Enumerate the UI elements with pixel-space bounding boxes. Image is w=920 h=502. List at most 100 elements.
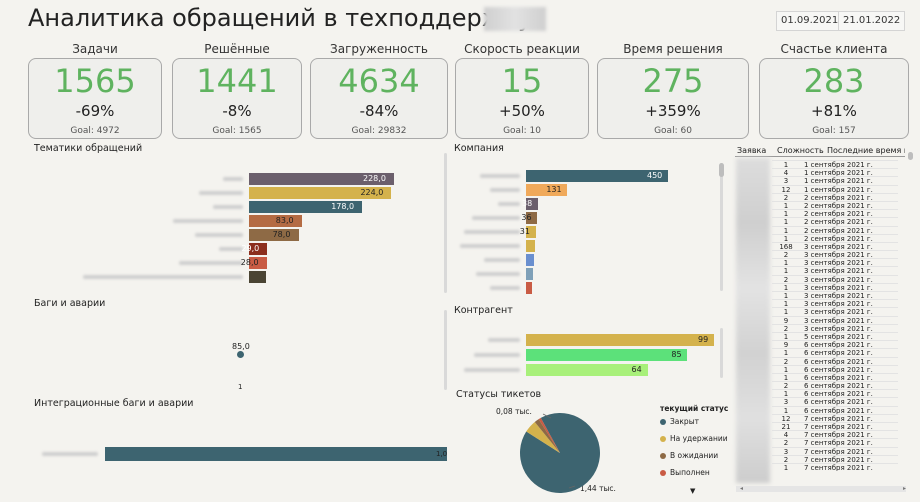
table-row[interactable]: 1 5 сентября 2021 г. (772, 331, 898, 341)
pie-slice[interactable] (534, 419, 560, 453)
table-row[interactable]: 2 7 сентября 2021 г. (772, 438, 898, 447)
counterparty-bar[interactable] (526, 364, 648, 376)
table-row[interactable]: 2 3 сентября 2021 г. (772, 323, 898, 333)
table-row[interactable]: 1 2 сентября 2021 г. (772, 225, 898, 235)
company-bar[interactable] (526, 184, 568, 196)
table-cell-complexity: 1 (783, 283, 789, 292)
table-row[interactable]: 2 3 сентября 2021 г. (772, 250, 898, 259)
table-row[interactable]: 1 3 сентября 2021 г. (772, 291, 898, 300)
table-row[interactable]: 4 1 сентября 2021 г. (772, 168, 898, 177)
bugs-data-point[interactable] (237, 351, 244, 358)
company-scrollbar[interactable] (720, 163, 723, 291)
table-row[interactable]: 1 3 сентября 2021 г. (772, 266, 898, 275)
topics-bar-label: 228,0 (363, 174, 386, 183)
table-row[interactable]: 3 7 сентября 2021 г. (772, 446, 898, 456)
table-row[interactable]: 1 2 сентября 2021 г. (772, 217, 898, 227)
table-row[interactable]: 2 3 сентября 2021 г. (772, 274, 898, 284)
company-scroll-thumb[interactable] (719, 163, 724, 177)
pie-slice[interactable] (526, 421, 560, 453)
table-header-last-time[interactable]: Последние время п (827, 146, 905, 155)
table-header-complexity[interactable]: Сложность (777, 146, 824, 155)
legend-more-icon[interactable]: ▼ (690, 487, 696, 495)
kpi-card[interactable]: 15 +50% Goal: 10 (455, 58, 589, 139)
company-bar[interactable] (526, 212, 538, 224)
counterparty-bar[interactable] (526, 349, 688, 361)
kpi-goal: Goal: 60 (654, 126, 692, 136)
table-row[interactable]: 1 3 сентября 2021 г. (772, 299, 898, 308)
company-bar[interactable] (526, 240, 536, 252)
table-cell-complexity: 1 (783, 365, 789, 374)
topics-category-label (199, 191, 243, 195)
table-row[interactable]: 1 6 сентября 2021 г. (772, 364, 898, 374)
table-scroll-thumb[interactable] (908, 152, 913, 160)
kpi-card[interactable]: 275 +359% Goal: 60 (597, 58, 749, 139)
table-row[interactable]: 1 2 сентября 2021 г. (772, 209, 898, 218)
table-hscroll-arrows[interactable]: ◂ ▸ (740, 485, 906, 492)
company-bar[interactable] (526, 170, 668, 182)
company-bar[interactable] (526, 282, 533, 294)
topics-scrollbar[interactable] (444, 153, 447, 293)
table-header-ticket[interactable]: Заявка (737, 146, 767, 155)
topics-bar[interactable] (249, 201, 363, 213)
kpi-card[interactable]: 1441 -8% Goal: 1565 (172, 58, 302, 139)
table-row[interactable]: 1 2 сентября 2021 г. (772, 233, 898, 243)
table-row[interactable]: 1 6 сентября 2021 г. (772, 389, 898, 398)
counterparty-scrollbar[interactable] (720, 328, 723, 378)
kpi-card[interactable]: 283 +81% Goal: 157 (759, 58, 909, 139)
kpi-goal: Goal: 1565 (212, 126, 262, 136)
date-to-field[interactable]: 21.01.2022 (838, 11, 906, 31)
table-row[interactable]: 9 3 сентября 2021 г. (772, 315, 898, 325)
table-cell-date: 6 сентября 2021 г. (804, 373, 873, 382)
table-row[interactable]: 21 7 сентября 2021 г. (772, 422, 898, 431)
date-from-field[interactable]: 01.09.2021 (776, 11, 844, 31)
counterparty-bar[interactable] (526, 334, 714, 346)
table-cell-complexity: 1 (783, 218, 789, 227)
table-row[interactable]: 2 6 сентября 2021 г. (772, 381, 898, 390)
table-cell-date: 3 сентября 2021 г. (804, 316, 873, 325)
legend-item[interactable]: Выполнен (660, 464, 728, 481)
legend-item[interactable]: Закрыт (660, 413, 728, 430)
table-row[interactable]: 1 3 сентября 2021 г. (772, 307, 898, 316)
pie-leader-small (542, 413, 552, 419)
legend-item[interactable]: На удержании (660, 430, 728, 447)
kpi-card[interactable]: 1565 -69% Goal: 4972 (28, 58, 162, 139)
table-row[interactable]: 4 7 сентября 2021 г. (772, 430, 898, 439)
table-row[interactable]: 2 6 сентября 2021 г. (772, 356, 898, 366)
legend-item[interactable]: В ожидании (660, 447, 728, 464)
table-row[interactable]: 3 6 сентября 2021 г. (772, 397, 898, 406)
table-row[interactable]: 2 2 сентября 2021 г. (772, 192, 898, 202)
legend-dot (660, 469, 666, 476)
table-row[interactable]: 1 2 сентября 2021 г. (772, 200, 898, 210)
table-row[interactable]: 1 3 сентября 2021 г. (772, 282, 898, 292)
table-row[interactable]: 12 1 сентября 2021 г. (772, 184, 898, 194)
table-row[interactable]: 1 6 сентября 2021 г. (772, 348, 898, 357)
company-bar[interactable] (526, 198, 538, 210)
pie-slice[interactable] (538, 417, 560, 453)
kpi-card[interactable]: 4634 -84% Goal: 29832 (310, 58, 448, 139)
table-horizontal-scrollbar[interactable] (736, 486, 906, 492)
kpi-value: 275 (642, 62, 704, 100)
bugs-scrollbar[interactable] (444, 310, 447, 390)
topics-bar[interactable] (249, 257, 267, 269)
table-row[interactable]: 1 7 сентября 2021 г. (772, 462, 898, 471)
topics-bar[interactable] (249, 243, 268, 255)
table-row[interactable]: 2 7 сентября 2021 г. (772, 454, 898, 464)
table-row[interactable]: 168 3 сентября 2021 г. (772, 241, 898, 251)
table-row[interactable]: 3 1 сентября 2021 г. (772, 176, 898, 185)
table-row[interactable]: 9 6 сентября 2021 г. (772, 340, 898, 349)
integration-bar[interactable] (105, 447, 447, 461)
company-bar[interactable] (526, 226, 536, 238)
table-row[interactable]: 1 6 сентября 2021 г. (772, 405, 898, 415)
topics-bar[interactable] (249, 173, 394, 185)
company-bar[interactable] (526, 254, 534, 266)
table-row[interactable]: 1 6 сентября 2021 г. (772, 372, 898, 382)
table-cell-complexity: 2 (783, 275, 789, 284)
topics-bar[interactable] (249, 229, 299, 241)
table-row[interactable]: 1 3 сентября 2021 г. (772, 258, 898, 267)
table-row[interactable]: 1 1 сентября 2021 г. (772, 160, 898, 169)
topics-bar[interactable] (249, 215, 302, 227)
topics-bar[interactable] (249, 271, 266, 283)
topics-bar[interactable] (249, 187, 392, 199)
company-bar[interactable] (526, 268, 533, 280)
table-row[interactable]: 12 7 сентября 2021 г. (772, 413, 898, 423)
